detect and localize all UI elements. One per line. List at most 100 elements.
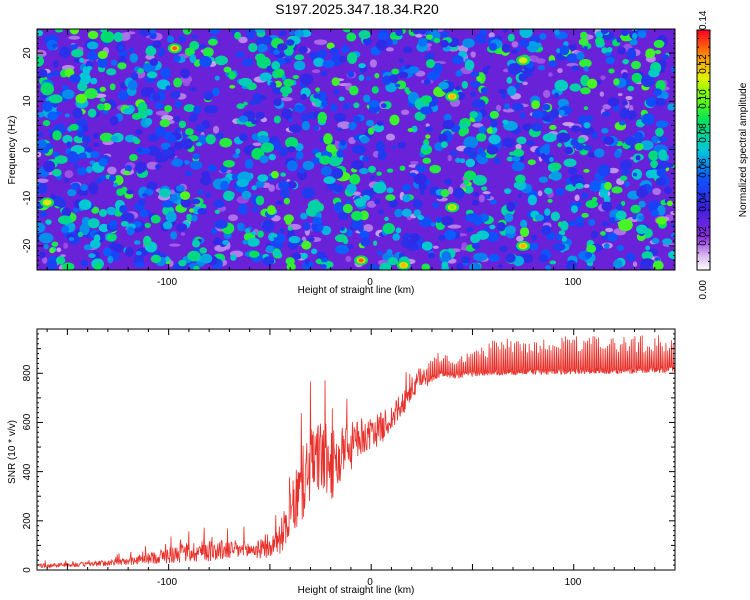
spectrogram-blob [380,103,387,108]
spectrogram-blob [632,32,638,40]
spectrogram-blob [373,240,378,246]
spectrogram-blob [476,154,489,165]
spectrogram-blob [401,208,412,217]
spectrogram-blob [375,141,386,153]
spectrogram-blob [199,56,212,68]
spectrogram-blob [113,182,119,188]
spectrogram-blob [480,151,487,157]
spectrogram-blob [119,204,128,214]
spectrogram-blob [522,123,533,132]
spectrogram-blob [599,189,609,198]
spectrogram-blob [371,86,379,94]
snr-x-label: Height of straight line (km) [298,585,415,596]
spectrogram-blob [258,94,267,101]
spectrogram-blob [395,227,402,234]
spectrogram-blob [301,121,310,131]
spectrogram-blob [234,31,242,40]
spectrogram-blob [323,133,333,145]
spectrogram-blob [613,259,623,269]
spectrogram-blob [284,137,299,149]
spectrogram-blob [583,168,590,173]
spectrogram-blob [69,44,78,50]
spectrogram-blob [165,211,177,223]
spectrogram-blob [637,30,647,39]
spectrogram-blob [386,249,393,255]
spectrogram-blob [69,123,79,131]
spectrogram-blob [180,68,190,77]
spectrogram-blob [205,134,216,145]
spectrogram-blob [342,203,353,214]
spectrogram-blob [342,103,350,110]
spectrogram-blob [300,93,307,101]
spectrogram-blob [645,245,651,251]
spectrogram-blob [99,86,106,92]
spectrogram-blob [287,229,295,237]
spectrogram-blob [113,31,124,43]
spectrogram-blob [277,43,288,51]
spectrogram-blob [548,60,558,67]
spectrogram-tick-y-10: 10 [22,95,33,107]
spectrogram-blob [307,200,322,212]
spectrogram-blob [165,85,171,91]
spectrogram-blob [519,226,530,238]
spectrogram-blob [531,235,538,241]
colorbar-tick-3: 0.06 [698,158,709,178]
spectrogram-blob [333,112,347,122]
spectrogram-blob [469,111,478,119]
spectrogram-blob [425,59,436,69]
spectrogram-blob [653,39,665,49]
spectrogram-blob [77,167,87,176]
spectrogram-blob [144,108,153,116]
spectrogram-blob [67,151,78,158]
spectrogram-blob [109,220,118,229]
spectrogram-blob [669,145,675,152]
spectrogram-blob [333,184,344,193]
spectrogram-blob [66,141,72,148]
spectrogram-blob [508,151,516,156]
spectrogram-blob [193,105,202,114]
spectrogram-blob [280,86,293,95]
spectrogram-blob [511,155,521,162]
spectrogram-blob [160,67,171,80]
spectrogram-blob [498,263,503,269]
spectrogram-blob [283,78,294,87]
spectrogram-blob [539,33,547,40]
spectrogram-blob [214,75,220,81]
spectrogram-blob [398,58,405,64]
spectrogram-tick-y-neg10: -10 [22,190,33,205]
spectrogram-blob [339,139,346,146]
spectrogram-blob [49,247,55,254]
snr-line [37,335,675,569]
spectrogram-speckle [37,178,49,184]
spectrogram-speckle [400,109,410,116]
spectrogram-blob [365,119,375,127]
spectrogram-blob [662,238,673,246]
spectrogram-blob [192,153,200,160]
spectrogram-blob [316,251,327,259]
spectrogram-blob [425,126,434,132]
spectrogram-blob [109,83,116,91]
spectrogram-blob [455,157,461,163]
spectrogram-tick-y-0: 0 [22,147,33,153]
spectrogram-blob [463,146,475,155]
spectrogram-speckle [470,51,476,58]
spectrogram-blob [498,89,507,95]
spectrogram-blob [631,72,643,83]
spectrogram-blob [486,145,499,155]
spectrogram-blob [620,29,629,36]
spectrogram-blob [39,251,46,259]
spectrogram-speckle [670,211,675,216]
spectrogram-blob [61,262,75,270]
spectrogram-blob [52,70,60,77]
spectrogram-blob [167,134,177,144]
spectrogram-blob [37,131,44,138]
spectrogram-blob [178,120,187,129]
spectrogram-blobs [37,29,675,270]
spectrogram-blob [621,168,630,176]
spectrogram-blob [575,216,585,224]
spectrogram-blob [569,83,582,92]
spectrogram-blob [313,57,325,67]
spectrogram-blob [549,157,554,163]
spectrogram-blob [139,29,151,37]
spectrogram-blob [331,77,340,86]
